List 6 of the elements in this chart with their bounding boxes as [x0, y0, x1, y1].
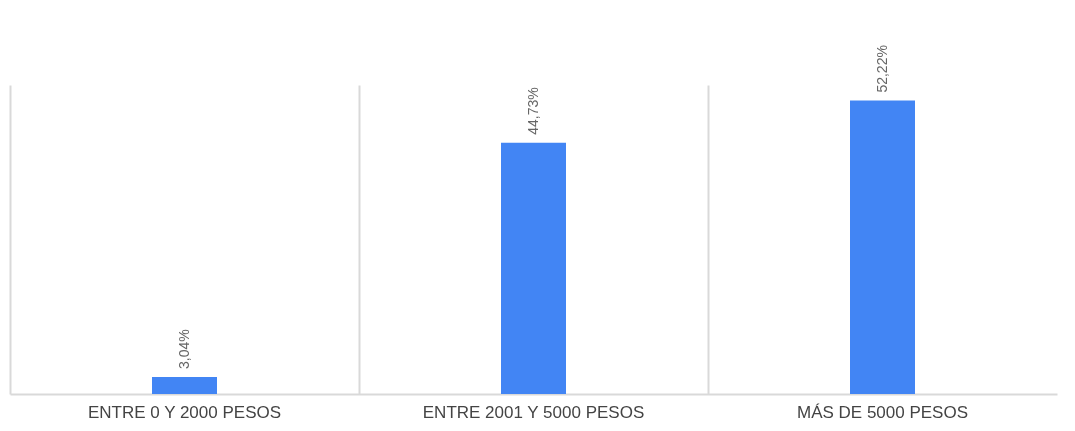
data-label: 3,04% [175, 329, 192, 369]
data-label: 44,73% [524, 87, 541, 135]
x-tick-label: ENTRE 0 Y 2000 PESOS [87, 402, 282, 422]
data-label: 52,22% [873, 45, 890, 93]
x-tick-label: ENTRE 2001 Y 5000 PESOS [422, 402, 645, 422]
x-tick-label: MÁS DE 5000 PESOS [796, 402, 969, 422]
